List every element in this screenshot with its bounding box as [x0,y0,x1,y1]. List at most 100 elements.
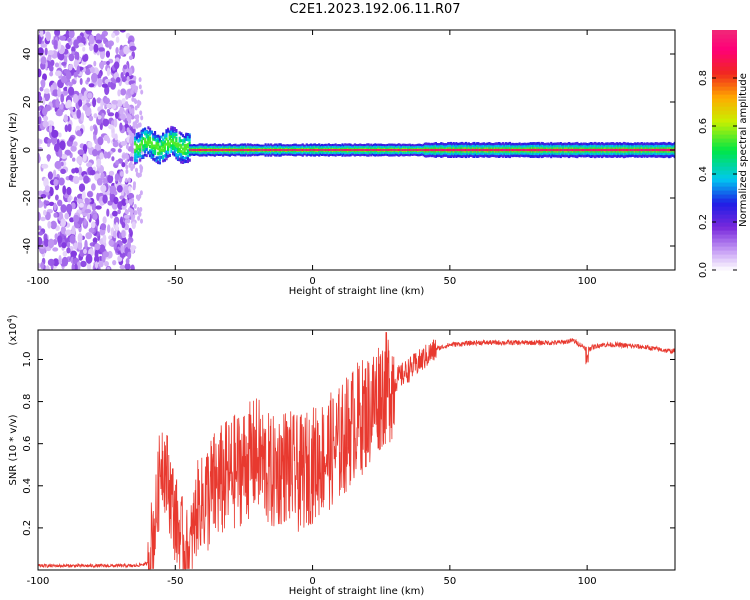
heatmap-cell [49,71,54,77]
heatmap-cell [89,169,96,176]
heatmap-cell [68,136,75,142]
heatmap-cell [73,141,78,147]
heatmap-cell [43,177,49,188]
heatmap-cell [126,76,130,81]
heatmap-cell [213,149,216,151]
colorbar-swatch [712,102,737,107]
heatmap-cell [165,157,168,161]
heatmap-cell [144,127,147,131]
heatmap-cell [172,129,175,133]
heatmap-cell [541,148,544,152]
heatmap-cell [653,149,656,151]
heatmap-cell [481,148,484,152]
heatmap-cell [74,168,79,174]
heatmap-cell [121,230,126,238]
heatmap-cell [81,190,86,201]
heatmap-cell [539,149,542,152]
heatmap-cell [142,146,145,150]
heatmap-cell [134,210,138,216]
heatmap-cell [88,34,95,45]
heatmap-cell [180,144,183,148]
heatmap-cell [186,160,189,163]
heatmap-cell [195,149,199,151]
heatmap-cell [393,149,396,151]
heatmap-cell [183,147,186,151]
heatmap-cell [82,104,88,111]
heatmap-cell [585,148,588,151]
heatmap-cell [185,147,188,151]
heatmap-cell [135,194,139,200]
heatmap-cell [59,35,67,41]
heatmap-cell [44,47,48,56]
heatmap-cell [101,113,105,119]
heatmap-cell [301,149,304,151]
heatmap-cell [109,185,117,195]
heatmap-cell [135,117,139,123]
heatmap-cell [40,194,47,199]
heatmap-cell [475,148,479,152]
colorbar-swatch [712,78,737,83]
heatmap-cell [570,148,573,151]
heatmap-cell [243,149,247,151]
heatmap-cell [484,149,487,151]
heatmap-cell [135,144,138,148]
heatmap-cell [167,154,170,158]
heatmap-cell [508,148,512,152]
heatmap-cell [148,130,152,134]
heatmap-cell [140,154,143,158]
heatmap-cell [142,130,145,134]
heatmap-cell [133,203,137,209]
heatmap-cell [307,149,310,151]
heatmap-cell [73,71,78,78]
y-axis-multiplier: (x104) [6,314,19,345]
heatmap-cell [47,154,51,162]
heatmap-cell [68,30,75,39]
heatmap-cell [180,155,183,159]
heatmap-cell [150,155,153,158]
heatmap-cell [96,97,102,104]
heatmap-cell [313,149,317,151]
heatmap-cell [57,199,63,207]
heatmap-cell [78,42,84,47]
heatmap-cell [84,197,89,204]
heatmap-cell [140,135,143,139]
heatmap-cell [83,175,90,184]
heatmap-cell [119,195,125,200]
heatmap-cell [138,193,142,199]
heatmap-cell [144,130,147,134]
heatmap-cell [102,234,107,243]
heatmap-cell [510,149,513,151]
heatmap-cell [275,149,278,151]
heatmap-cell [537,148,540,152]
heatmap-cell [115,47,119,55]
heatmap-cell [83,248,87,254]
heatmap-cell [163,147,166,151]
heatmap-cell [270,149,273,151]
colorbar-swatch [712,254,737,259]
heatmap-cell [68,64,73,71]
heatmap-cell [180,132,183,136]
heatmap-cell [384,149,387,151]
heatmap-cell [140,218,143,224]
heatmap-cell [155,134,158,138]
heatmap-cell [496,148,499,152]
heatmap-cell [76,155,83,165]
y-tick-label: -20 [22,190,33,206]
heatmap-cell [521,148,524,151]
colorbar-swatch [712,114,737,119]
heatmap-cell [47,50,55,56]
heatmap-cell [140,142,143,146]
heatmap-cell [153,149,157,153]
heatmap-cell [38,225,42,231]
x-tick-label: 100 [578,276,597,287]
heatmap-cell [78,99,83,107]
heatmap-cell [55,70,62,77]
heatmap-cell [191,149,194,151]
colorbar-swatch [712,162,737,167]
heatmap-cell [153,144,157,148]
heatmap-cell [345,149,348,151]
heatmap-cell [124,177,128,183]
heatmap-cell [170,125,173,129]
heatmap-cell [134,142,137,146]
heatmap-cell [289,149,292,151]
